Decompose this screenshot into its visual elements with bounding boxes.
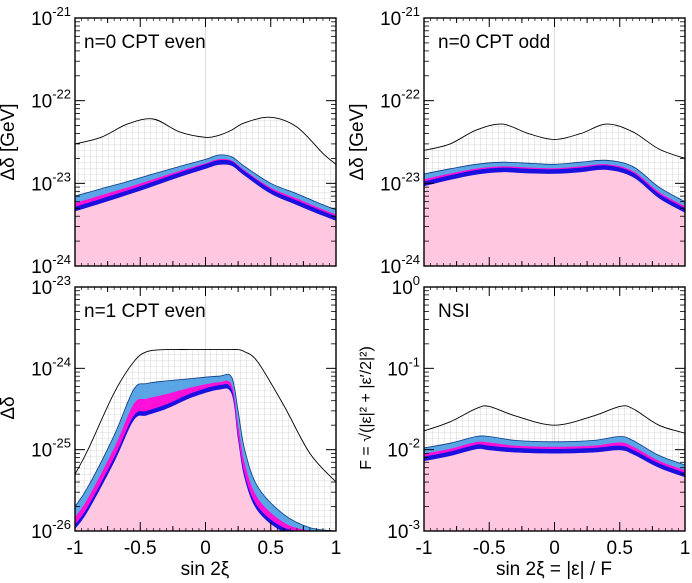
x-tick-label: -0.5 xyxy=(124,538,157,559)
y-tick-label: 10-26 xyxy=(31,517,71,543)
allowed-outer-boundary xyxy=(424,435,685,466)
y-axis-label-bottom-left: Δδ xyxy=(0,396,19,419)
y-tick-label: 10-2 xyxy=(387,436,420,462)
x-tick-label: 0 xyxy=(549,538,560,559)
panel-bottom-right: -1 -0.5 0 0.5 1 10-3 10-2 10-1 100 xyxy=(387,273,690,559)
hatched-upper-boundary xyxy=(424,405,685,434)
y-tick-label: 10-25 xyxy=(31,436,71,462)
x-tick-label: -1 xyxy=(67,538,84,559)
panel-top-left: 10-24 10-23 10-22 10-21 xyxy=(31,4,337,278)
excluded-region-fill xyxy=(424,448,685,531)
panel-title-top-left: n=0 CPT even xyxy=(84,32,206,53)
y-axis-label-top-right: Δδ [GeV] xyxy=(347,103,368,180)
y-tick-label: 10-24 xyxy=(31,354,71,380)
panel-title-bottom-right: NSI xyxy=(438,301,470,322)
y-tick-label: 10-23 xyxy=(31,273,71,299)
x-tick-label: 1 xyxy=(331,538,342,559)
allowed-outer-boundary xyxy=(424,159,685,203)
excluded-region-fill xyxy=(75,388,336,531)
y-tick-label: 10-3 xyxy=(387,517,420,543)
y-tick-label: 10-23 xyxy=(31,169,71,195)
y-tick-label: 10-1 xyxy=(387,354,420,380)
y-tick-label: 10-24 xyxy=(380,252,420,278)
x-axis-label-bottom-right: sin 2ξ = |ε| / F xyxy=(496,559,612,580)
x-tick-label: 1 xyxy=(680,538,691,559)
y-tick-label: 10-22 xyxy=(380,87,420,113)
panel-title-bottom-left: n=1 CPT even xyxy=(84,301,206,322)
y-tick-label: 10-21 xyxy=(380,4,420,30)
y-tick-label: 10-24 xyxy=(31,252,71,278)
panel-bottom-left: -1 -0.5 0 0.5 1 10-26 10-25 10-24 10-23 xyxy=(31,273,341,559)
y-tick-label: 10-23 xyxy=(380,169,420,195)
hatched-upper-boundary xyxy=(424,123,685,159)
hatched-upper-boundary xyxy=(75,348,336,483)
x-tick-label: 0.5 xyxy=(258,538,284,559)
panel-title-top-right: n=0 CPT odd xyxy=(438,32,550,53)
y-tick-label: 10-22 xyxy=(31,87,71,113)
y-tick-label: 100 xyxy=(392,273,420,299)
x-tick-label: 0 xyxy=(200,538,211,559)
y-axis-label-top-left: Δδ [GeV] xyxy=(0,103,19,180)
y-axis-label-bottom-right: F = √(|ε|² + |ε′/2|²) xyxy=(358,346,375,470)
x-tick-label: -1 xyxy=(416,538,433,559)
allowed-outer-boundary xyxy=(75,154,336,211)
excluded-region-fill xyxy=(75,164,336,266)
x-tick-label: 0.5 xyxy=(607,538,633,559)
allowed-outer-boundary xyxy=(75,373,336,531)
x-axis-label-bottom-left: sin 2ξ xyxy=(181,559,230,580)
hatched-upper-boundary xyxy=(75,116,336,165)
x-tick-label: -0.5 xyxy=(473,538,506,559)
y-tick-label: 10-21 xyxy=(31,4,71,30)
panel-top-right: 10-24 10-23 10-22 10-21 xyxy=(380,4,686,278)
excluded-region-fill xyxy=(424,169,685,266)
